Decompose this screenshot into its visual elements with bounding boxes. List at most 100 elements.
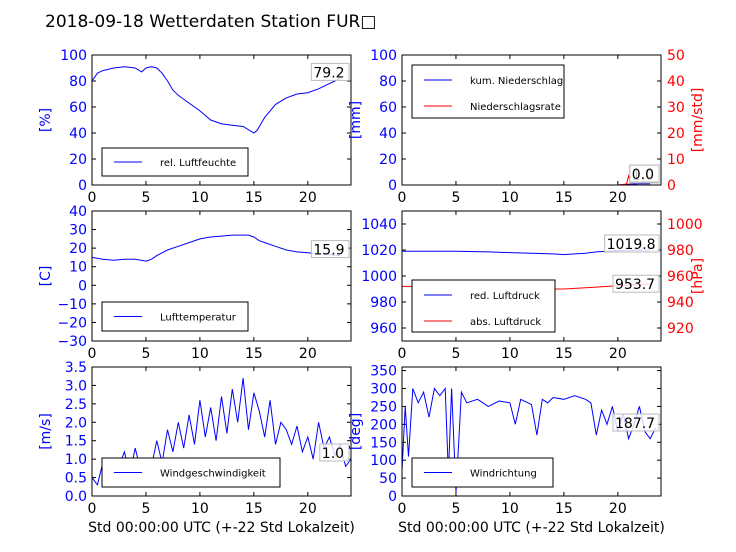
y-right-tick-label: 40 [667, 74, 685, 90]
x-tick-label: 10 [191, 346, 209, 362]
y-tick-label: 80 [379, 74, 397, 90]
y-tick-label: 20 [379, 152, 397, 168]
y-tick-label: 980 [370, 295, 397, 311]
x-tick-label: 20 [299, 190, 317, 206]
last-value-label-box [604, 234, 660, 253]
last-value-right-label: 0.0 [632, 167, 654, 183]
plot-frame [91, 54, 352, 186]
series-line-1 [402, 173, 651, 186]
legend-entry-0: kum. Niederschlag [470, 76, 563, 87]
y-right-tick-label: 0 [667, 178, 676, 194]
y-tick-label: 50 [379, 471, 397, 487]
chart-humidity: 0 5 10 15 20 0 20 40 60 80 100 [%] 79.2 rel. Luftfeuc… [38, 48, 352, 206]
legend-entry-0: Windgeschwindigkeit [160, 469, 266, 480]
x-tick-label: 20 [299, 346, 317, 362]
y-right-tick-label: 1000 [667, 217, 703, 233]
legend-box [411, 457, 554, 488]
y-tick-label: 200 [370, 417, 397, 433]
last-value-label: 187.7 [615, 416, 655, 432]
y-tick-label: 40 [69, 126, 87, 142]
y-axis-label: [mm] [348, 101, 364, 139]
y-right-tick-label: 20 [667, 126, 685, 142]
x-tick-label: 15 [245, 346, 263, 362]
y-tick-label: 80 [69, 74, 87, 90]
last-value-label: 15.9 [313, 243, 344, 259]
y-right-tick-label: 940 [667, 295, 694, 311]
x-tick-label: 0 [88, 346, 97, 362]
x-tick-label: 0 [398, 501, 407, 517]
y-tick-label: 0 [78, 178, 87, 194]
series-line-0 [91, 234, 341, 262]
plot-frame [91, 366, 352, 497]
chart-temperature: 0 5 10 15 20 −30 −20 −10 0 10 20 30 40 [C] 15.9 Lufttem… [38, 204, 352, 362]
y-tick-label: 960 [370, 321, 397, 337]
last-value-label-box [319, 443, 350, 462]
series-line-0 [91, 378, 352, 487]
y-tick-label: 3.0 [65, 378, 87, 394]
y-tick-label: 1.5 [65, 434, 87, 450]
y-tick-label: 100 [370, 48, 397, 64]
x-tick-label: 0 [88, 501, 97, 517]
x-tick-label: 10 [501, 501, 519, 517]
y-right-tick-label: 920 [667, 321, 694, 337]
y-tick-label: 1000 [361, 269, 397, 285]
last-value-right-label: 953.7 [615, 277, 655, 293]
y-axis-label: [%] [38, 108, 54, 132]
y-tick-label: 2.0 [65, 415, 87, 431]
y-tick-label: −30 [57, 334, 87, 350]
y-tick-label: 1040 [361, 217, 397, 233]
x-tick-label: 20 [609, 501, 627, 517]
y-tick-label: 300 [370, 382, 397, 398]
y-right-tick-label: 10 [667, 152, 685, 168]
y-tick-label: 20 [69, 241, 87, 257]
x-tick-label: 0 [88, 190, 97, 206]
x-tick-label: 5 [141, 501, 150, 517]
x-axis-label: Std 00:00:00 UTC (+-22 Std Lokalzeit) [398, 520, 665, 536]
legend-box [101, 457, 281, 488]
y-tick-label: 10 [69, 260, 87, 276]
legend-box [411, 64, 565, 119]
y-tick-label: 0 [78, 278, 87, 294]
figure-title: 2018-09-18 Wetterdaten Station FUR□ [45, 12, 376, 32]
y-tick-label: 100 [60, 48, 87, 64]
legend-entry-1: abs. Luftdruck [470, 317, 541, 328]
y-tick-label: −20 [57, 315, 87, 331]
y-tick-label: 0.5 [65, 471, 87, 487]
x-tick-label: 0 [398, 190, 407, 206]
legend-entry-0: red. Luftdruck [470, 291, 540, 302]
chart-wind_speed: 0 5 10 15 20 0.0 0.5 1.0 1.5 2.0 2.5 3.0 3.5 [m/s] Std… [38, 360, 355, 536]
last-value-right-label-box [612, 274, 660, 293]
x-axis-label: Std 00:00:00 UTC (+-22 Std Lokalzeit) [88, 520, 355, 536]
plot-frame [401, 366, 662, 497]
y-tick-label: −10 [57, 297, 87, 313]
x-tick-label: 5 [141, 346, 150, 362]
x-tick-label: 10 [501, 190, 519, 206]
x-tick-label: 20 [299, 501, 317, 517]
x-tick-label: 10 [191, 501, 209, 517]
legend-box [411, 279, 556, 333]
legend-entry-1: Niederschlagsrate [470, 102, 561, 113]
y-tick-label: 150 [370, 435, 397, 451]
y-tick-label: 0 [388, 489, 397, 505]
y-axis-label: [m/s] [38, 413, 54, 450]
last-value-right-label-box [629, 164, 660, 183]
last-value-label-box [612, 413, 660, 432]
y-tick-label: 20 [69, 152, 87, 168]
legend-entry-0: rel. Luftfeuchte [160, 158, 236, 169]
x-tick-label: 5 [451, 501, 460, 517]
y-axis-label: [C] [38, 266, 54, 287]
x-tick-label: 5 [141, 190, 150, 206]
y-axis-label: [deg] [348, 413, 364, 450]
y-tick-label: 1.0 [65, 452, 87, 468]
y-right-axis-label: [mm/std] [690, 88, 706, 153]
y-tick-label: 40 [379, 126, 397, 142]
last-value-label: 1.0 [322, 446, 344, 462]
x-tick-label: 15 [245, 190, 263, 206]
y-tick-label: 3.5 [65, 360, 87, 376]
x-tick-label: 15 [245, 501, 263, 517]
y-tick-label: 60 [379, 100, 397, 116]
last-value-label: 79.2 [313, 65, 344, 81]
last-value-label-box [310, 240, 350, 259]
y-right-axis-label: [hPa] [690, 258, 706, 294]
